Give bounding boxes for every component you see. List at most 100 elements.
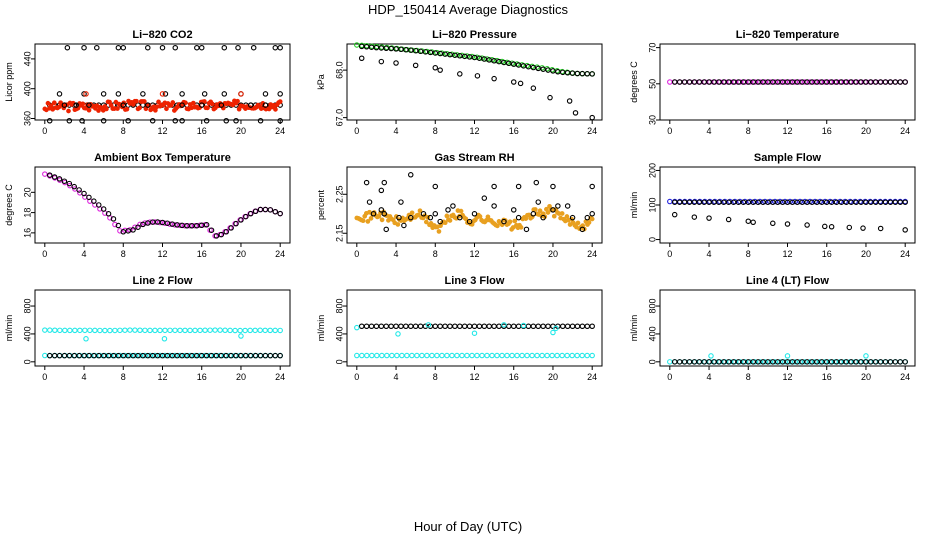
data-point (182, 223, 188, 229)
data-point (530, 64, 537, 71)
series-mean (46, 352, 283, 359)
data-point (530, 211, 537, 217)
y-tick-label: 2.15 (334, 224, 344, 242)
data-point (87, 327, 93, 334)
data-point (162, 220, 168, 226)
x-tick-label: 4 (707, 126, 712, 136)
data-point (442, 220, 448, 226)
data-point (787, 198, 793, 205)
x-tick-label: 0 (354, 126, 359, 136)
data-point (427, 214, 434, 221)
data-point (787, 79, 793, 85)
data-point (514, 352, 520, 359)
data-point (518, 225, 524, 230)
series-mean (358, 43, 595, 77)
data-point (499, 352, 505, 359)
y-tick-label: 400 (22, 326, 32, 341)
plot-frame (34, 166, 291, 244)
data-point (449, 352, 455, 359)
data-point (534, 352, 540, 359)
panel-title: Li−820 Pressure (432, 29, 517, 41)
data-point (277, 210, 283, 217)
data-point (797, 359, 803, 365)
data-point (575, 220, 581, 226)
data-point (432, 183, 439, 190)
y-axis-label: kPa (316, 74, 326, 90)
data-point (504, 352, 510, 359)
data-point (519, 352, 525, 359)
x-tick-label: 12 (782, 249, 792, 259)
panel-2: Li−820 Pressure 0 4 8 12 16 20 24 67.0 68.0 kPa (316, 29, 603, 136)
data-point (369, 352, 375, 359)
data-point (512, 218, 518, 224)
data-point (134, 98, 139, 104)
data-point (197, 222, 203, 229)
data-point (520, 63, 527, 69)
data-point (706, 215, 712, 221)
data-point (132, 327, 138, 333)
data-point (277, 117, 283, 124)
data-point (817, 359, 823, 365)
data-point (378, 58, 385, 65)
x-tick-label: 20 (861, 126, 871, 136)
data-point (589, 216, 595, 222)
data-point (378, 187, 385, 194)
data-point (162, 352, 168, 359)
data-point (807, 359, 813, 365)
series-low (671, 211, 908, 233)
data-point (51, 174, 58, 180)
data-point (252, 327, 258, 334)
data-point (589, 323, 595, 330)
data-point (537, 208, 543, 214)
data-point (547, 94, 553, 101)
data-point (147, 327, 153, 334)
x-tick-label: 8 (121, 249, 126, 259)
data-point (792, 359, 798, 365)
x-tick-label: 4 (82, 126, 87, 136)
data-point (82, 327, 88, 334)
data-point (396, 214, 402, 221)
data-point (363, 323, 370, 330)
data-point (484, 352, 490, 359)
data-point (222, 327, 228, 334)
data-point (559, 211, 565, 216)
data-point (777, 359, 783, 365)
data-point (792, 79, 798, 85)
series-mean (671, 79, 908, 85)
data-point (420, 211, 427, 217)
data-point (383, 226, 389, 233)
data-point (67, 327, 73, 334)
x-tick-label: 12 (157, 249, 167, 259)
data-point (584, 214, 591, 221)
data-point (242, 327, 248, 334)
data-point (569, 352, 575, 359)
data-point (501, 218, 507, 225)
data-point (417, 48, 424, 55)
data-point (510, 323, 517, 330)
data-point (412, 323, 419, 330)
data-point (354, 324, 360, 331)
data-point (469, 352, 475, 359)
data-point (423, 219, 429, 225)
data-point (42, 352, 48, 359)
data-point (579, 352, 585, 359)
data-point (159, 219, 166, 226)
data-point (141, 99, 147, 104)
panel-5: Gas Stream RH 0 4 8 12 16 20 24 2.15 2.25 percent (316, 152, 603, 259)
series-red-outliers (83, 91, 244, 97)
y-tick-label: 200 (647, 163, 657, 178)
data-point (157, 219, 163, 226)
data-point (491, 183, 497, 190)
data-point (64, 44, 71, 51)
data-point (579, 323, 586, 330)
data-point (520, 322, 527, 329)
data-point (399, 352, 405, 359)
panel-6: Sample Flow 0 4 8 12 16 20 24 0 100 200 ml/min (629, 152, 916, 259)
data-point (272, 44, 279, 51)
series-high (42, 327, 283, 334)
x-tick-label: 12 (157, 126, 167, 136)
data-point (159, 91, 166, 97)
data-point (564, 323, 571, 330)
data-point (407, 323, 414, 330)
panel-9: Line 4 (LT) Flow 0 4 8 12 16 20 24 0 400 800 ml/min (629, 275, 916, 382)
